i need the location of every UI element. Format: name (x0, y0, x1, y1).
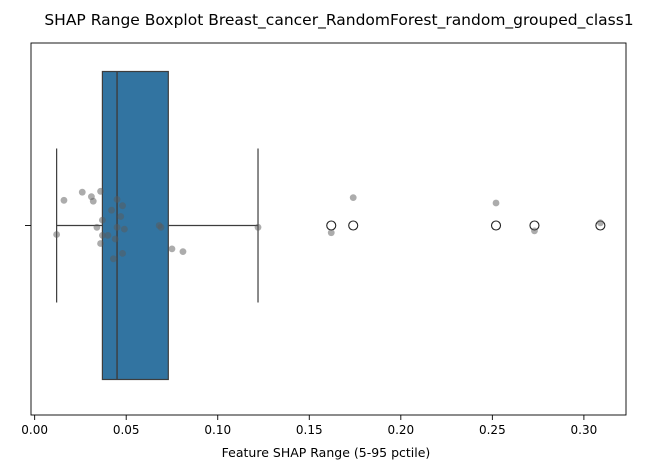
outlier-marker (326, 220, 337, 231)
x-tick-label: 0.25 (479, 423, 506, 437)
x-axis-label: Feature SHAP Range (5-95 pctile) (222, 445, 431, 460)
data-point (109, 255, 117, 263)
x-tick-label: 0.05 (113, 423, 140, 437)
data-point (179, 248, 187, 256)
data-point (113, 196, 121, 203)
x-axis: 0.00 0.05 0.10 0.15 0.20 0.25 0.30 (21, 415, 597, 437)
data-point (117, 213, 125, 220)
data-point (119, 202, 126, 210)
data-point (60, 196, 68, 204)
data-point (97, 187, 104, 195)
data-point (531, 227, 538, 235)
data-point (596, 219, 604, 227)
x-tick-label: 0.10 (204, 423, 231, 437)
x-tick-label: 0.15 (296, 423, 323, 437)
data-point (157, 223, 165, 231)
outlier-marker (490, 220, 502, 231)
x-tick-label: 0.00 (21, 423, 48, 437)
data-point (492, 199, 500, 207)
data-point (104, 232, 112, 239)
data-point (89, 197, 97, 205)
data-point (327, 229, 335, 237)
plot-area (53, 70, 606, 381)
data-point (111, 235, 119, 243)
data-point (99, 216, 106, 224)
data-point (168, 245, 176, 253)
data-point (99, 232, 106, 239)
data-point (97, 240, 104, 247)
data-point (93, 223, 101, 231)
outlier-marker (348, 220, 359, 231)
data-point (53, 231, 61, 238)
chart-title: SHAP Range Boxplot Breast_cancer_RandomF… (44, 11, 633, 30)
data-point (78, 188, 86, 196)
x-tick-label: 0.20 (387, 423, 414, 437)
plot-frame (30, 42, 627, 416)
data-point (120, 225, 128, 233)
data-point (254, 223, 262, 231)
data-point (119, 250, 126, 257)
x-tick-label: 0.30 (571, 423, 598, 437)
data-point (349, 194, 357, 202)
data-point (108, 206, 115, 214)
data-point (113, 223, 121, 231)
